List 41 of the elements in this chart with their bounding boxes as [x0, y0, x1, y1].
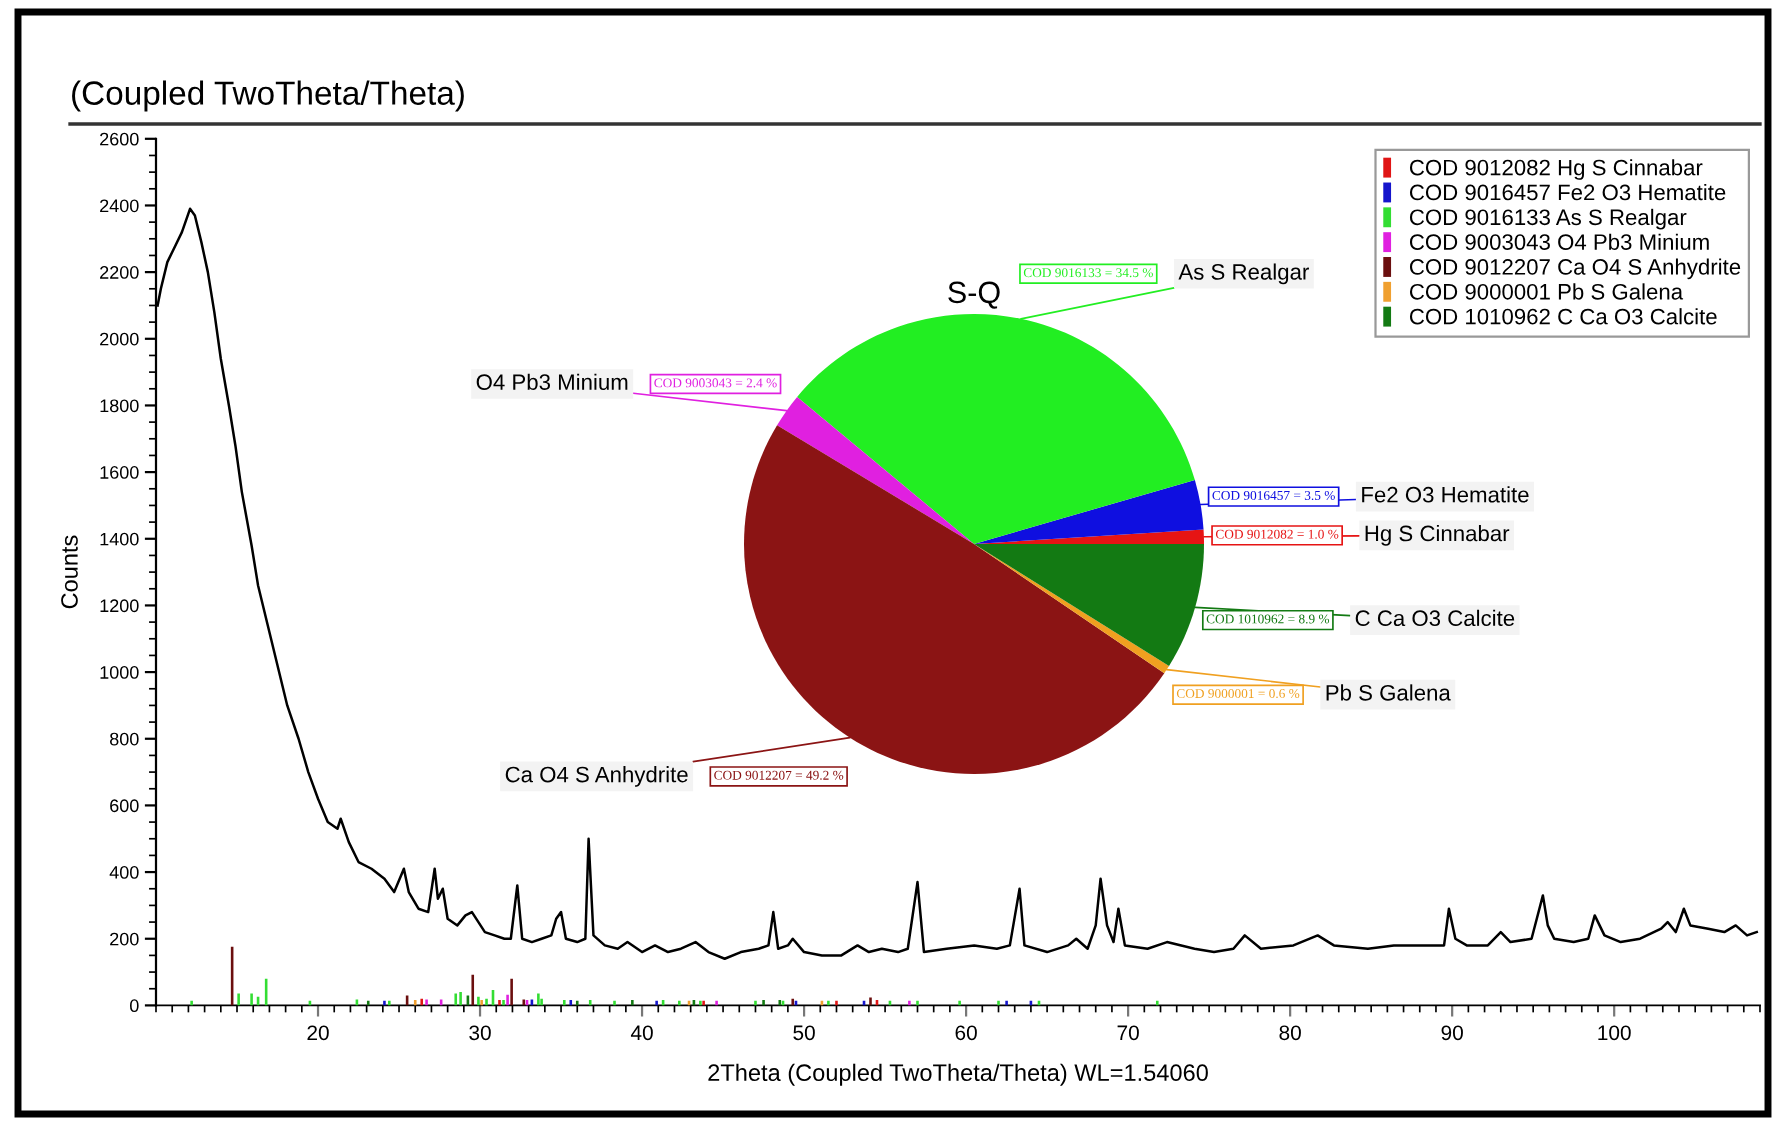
slice-label: O4 Pb3 Minium	[476, 373, 628, 390]
y-tick-label: 0	[130, 999, 139, 1013]
x-axis-title: 2Theta (Coupled TwoTheta/Theta) WL=1.54060	[708, 1063, 1208, 1086]
y-axis-title: Counts	[61, 535, 78, 609]
x-tick-label: 40	[630, 1025, 653, 1041]
x-tick-label: 100	[1598, 1025, 1631, 1041]
slice-label: Ca O4 S Anhydrite	[505, 766, 688, 787]
x-tick-label: 30	[469, 1025, 491, 1041]
legend-label: COD 9016133 As S Realgar	[1409, 208, 1687, 230]
x-tick-label: 60	[955, 1025, 977, 1041]
x-tick-label: 50	[793, 1025, 815, 1041]
y-tick-label: 400	[109, 866, 139, 879]
chart-title: (Coupled TwoTheta/Theta)	[72, 80, 464, 112]
y-tick-label: 1400	[100, 532, 139, 546]
y-tick-label: 200	[110, 932, 139, 946]
text: S-Q	[948, 281, 1000, 309]
x-tick-label: 90	[1441, 1025, 1463, 1041]
x-tick-label: 20	[307, 1025, 329, 1041]
slice-label: As S Realgar	[1178, 263, 1309, 285]
y-tick-label: 1800	[100, 399, 139, 413]
y-tick-label: 1000	[100, 666, 139, 679]
legend-label: COD 1010962 C Ca O3 Calcite	[1409, 308, 1717, 325]
y-tick-label: 2200	[100, 266, 139, 279]
slice-label: C Ca O3 Calcite	[1355, 609, 1515, 627]
y-tick-label: 600	[110, 799, 139, 813]
legend-label: COD 9012082 Hg S Cinnabar	[1409, 159, 1703, 180]
legend-label: COD 9000001 Pb S Galena	[1409, 283, 1684, 300]
y-tick-label: 1200	[100, 599, 139, 613]
y-tick-label: 1600	[100, 466, 139, 479]
y-tick-label: 2000	[100, 332, 139, 346]
slice-label: Hg S Cinnabar	[1365, 524, 1510, 546]
y-tick-label: 800	[110, 732, 139, 746]
y-tick-label: 2400	[100, 199, 139, 213]
y-tick-label: 2600	[100, 132, 139, 146]
slice-label: Pb S Galena	[1326, 684, 1451, 701]
legend-label: COD 9012207 Ca O4 S Anhydrite	[1409, 258, 1741, 280]
legend-label: COD 9016457 Fe2 O3 Hematite	[1409, 183, 1726, 201]
x-tick-label: 70	[1117, 1025, 1139, 1041]
legend-label: COD 9003043 O4 Pb3 Minium	[1409, 233, 1709, 250]
slice-label: Fe2 O3 Hematite	[1362, 486, 1529, 503]
x-tick-label: 80	[1279, 1025, 1301, 1041]
